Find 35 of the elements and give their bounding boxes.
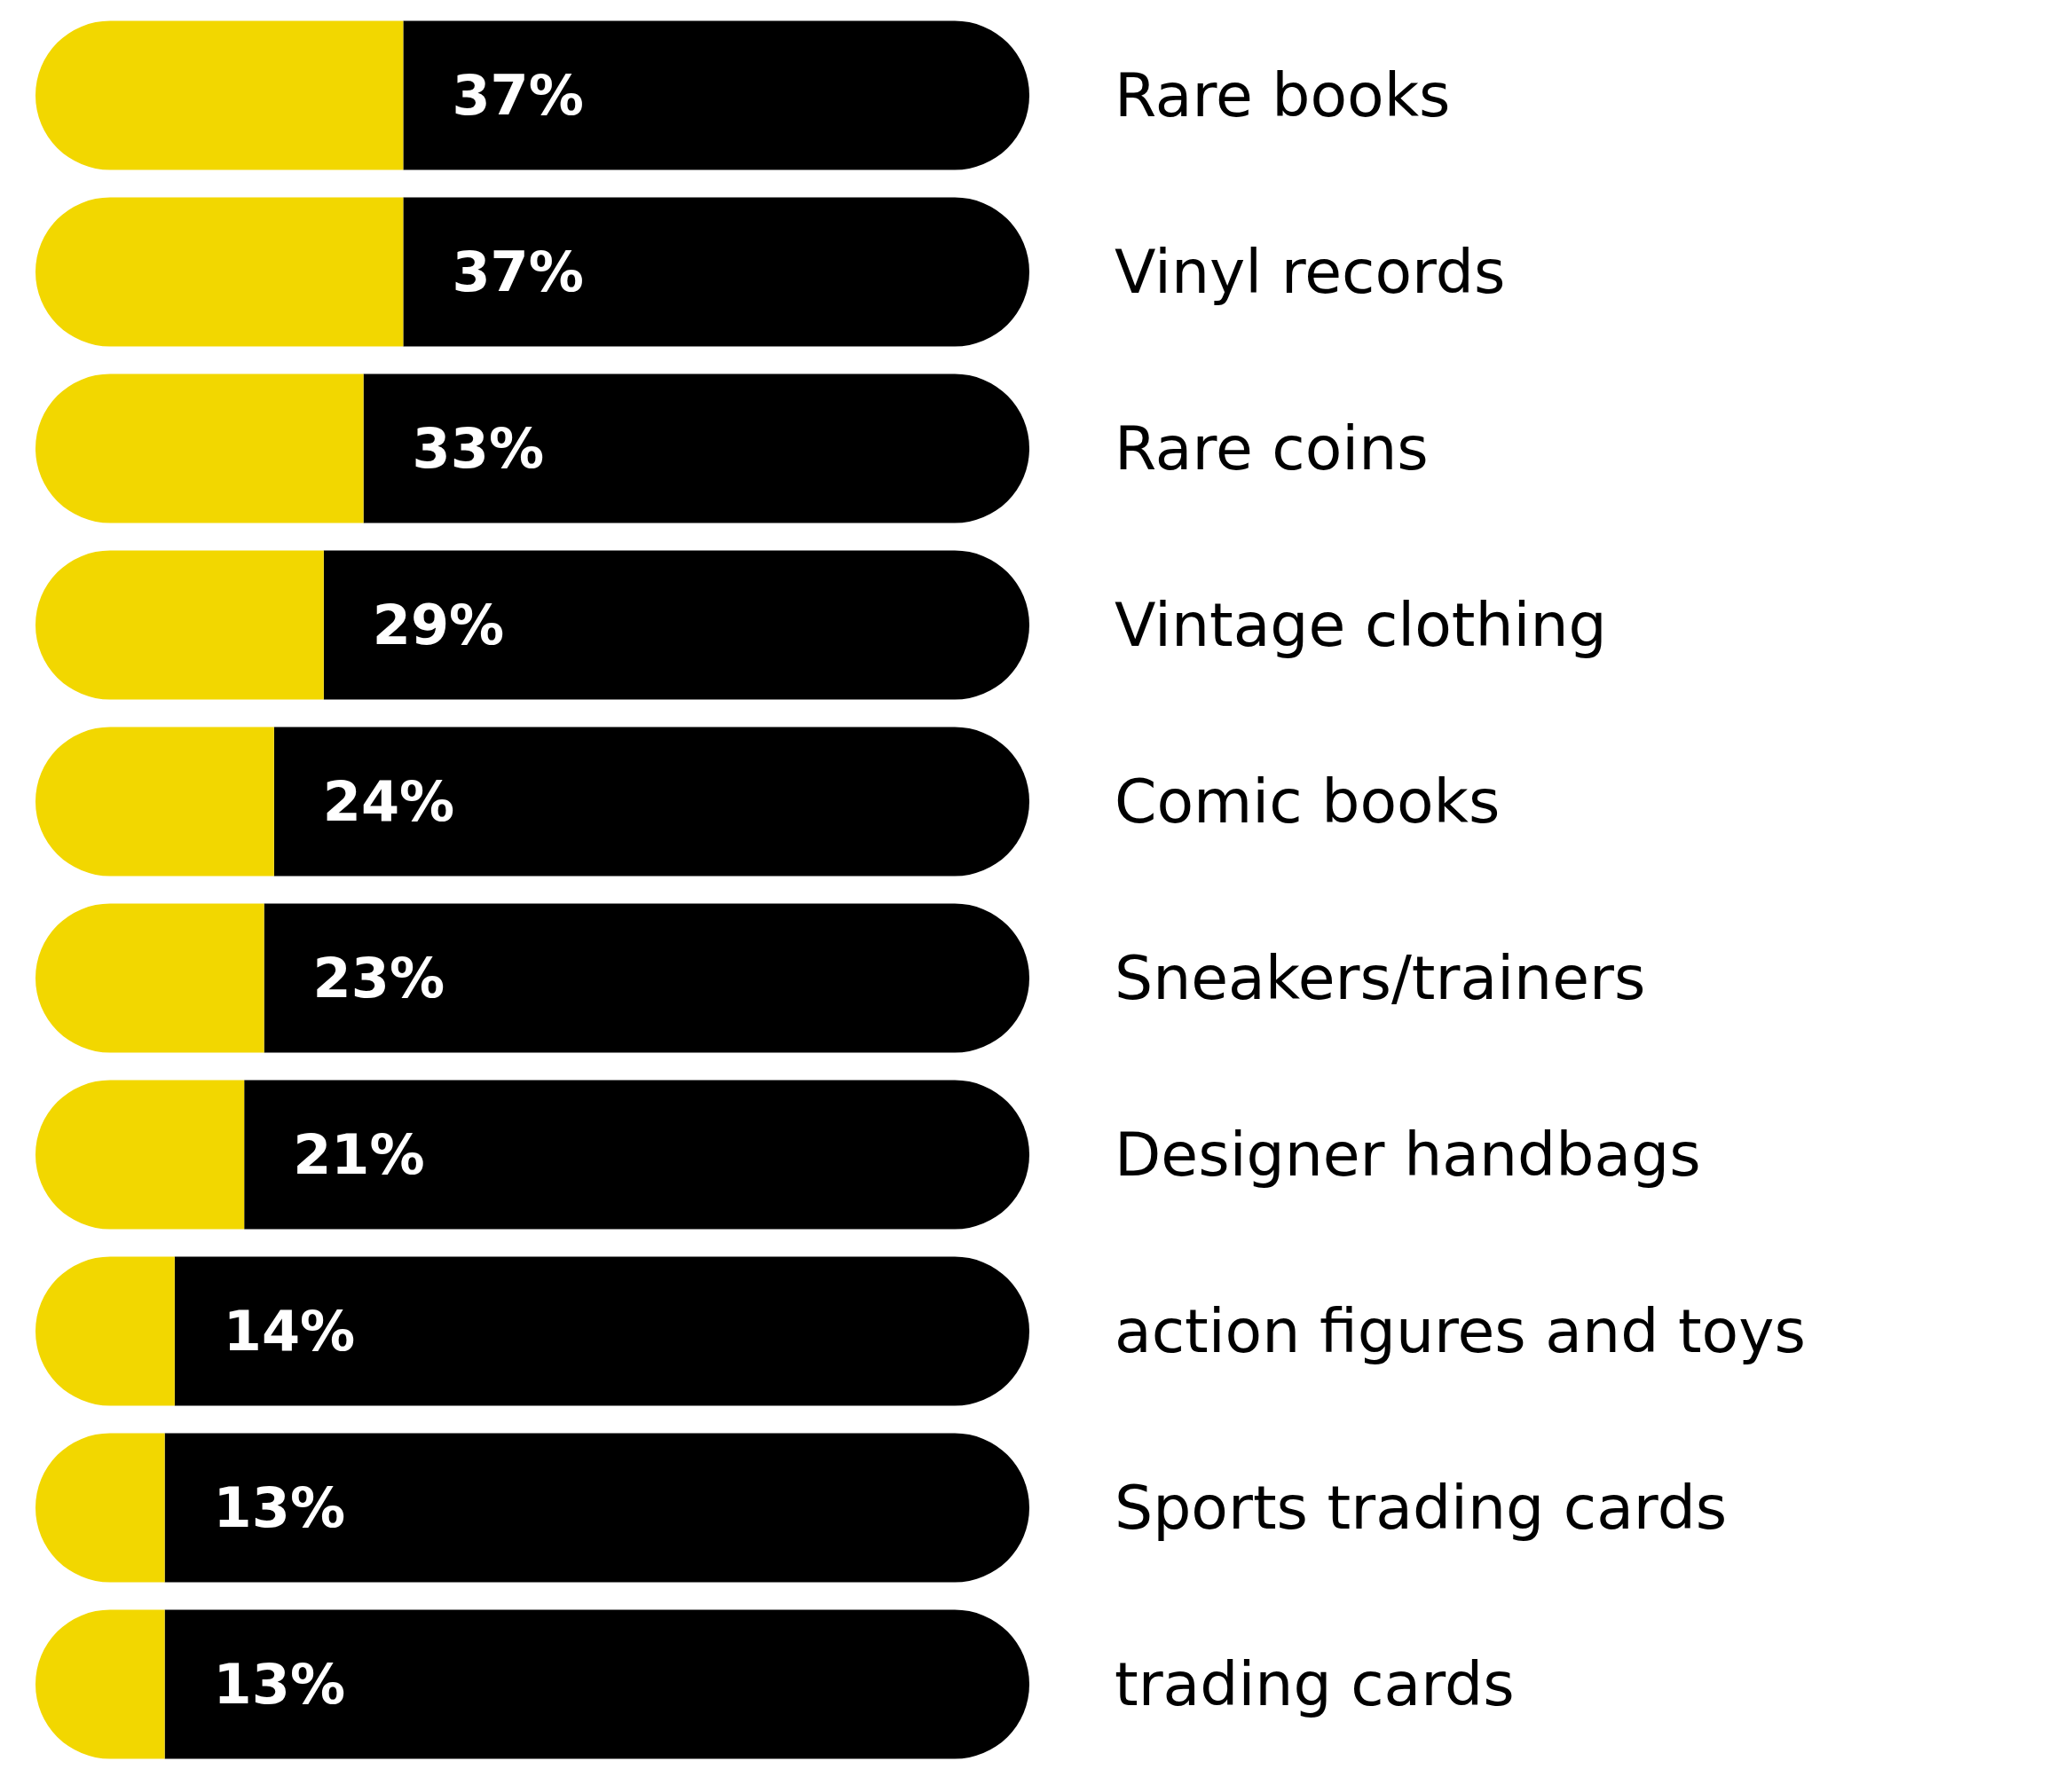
data-label: 13% xyxy=(213,1652,346,1717)
bar xyxy=(323,550,1029,700)
bar xyxy=(35,550,324,700)
bar xyxy=(403,197,1029,347)
bar xyxy=(244,1080,1029,1230)
bar xyxy=(35,727,274,877)
bar xyxy=(35,20,404,170)
data-label: 14% xyxy=(223,1299,356,1364)
y-tick-label: Rare coins xyxy=(1115,413,1429,484)
y-tick-label: Vintage clothing xyxy=(1115,590,1607,660)
bar xyxy=(174,1256,1029,1406)
data-label: 29% xyxy=(372,593,505,657)
bar xyxy=(363,373,1029,523)
bar xyxy=(264,903,1029,1053)
y-tick-label: Designer handbags xyxy=(1115,1120,1701,1190)
data-label: 37% xyxy=(452,240,584,304)
bar xyxy=(164,1609,1029,1759)
y-tick-label: Sports trading cards xyxy=(1115,1473,1728,1543)
bar xyxy=(164,1433,1029,1583)
data-label: 21% xyxy=(293,1122,425,1187)
y-tick-label: Comic books xyxy=(1115,767,1501,837)
y-tick-label: Sneakers/trainers xyxy=(1115,943,1646,1013)
data-label: 23% xyxy=(312,946,445,1010)
bar xyxy=(35,373,364,523)
y-tick-label: Rare books xyxy=(1115,60,1451,130)
data-label: 13% xyxy=(213,1475,346,1540)
y-tick-label: action figures and toys xyxy=(1115,1296,1806,1366)
bar xyxy=(35,197,404,347)
data-label: 33% xyxy=(412,416,545,481)
y-tick-label: trading cards xyxy=(1115,1649,1515,1719)
y-tick-label: Vinyl records xyxy=(1115,237,1506,307)
bar xyxy=(273,727,1029,877)
data-label: 37% xyxy=(452,63,584,128)
data-label: 24% xyxy=(322,769,455,834)
bar xyxy=(403,20,1029,170)
